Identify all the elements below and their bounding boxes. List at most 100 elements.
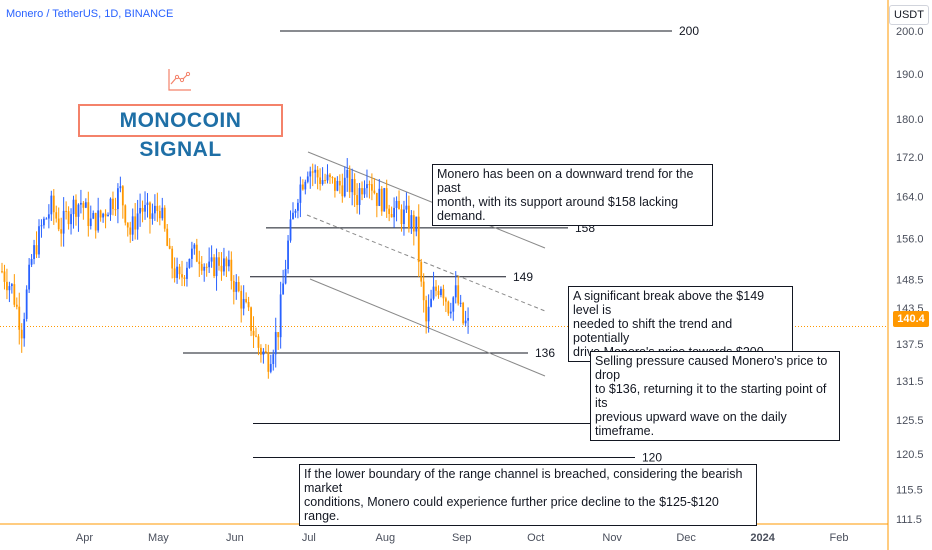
x-tick-label: Sep — [452, 532, 472, 544]
level-label-136: 136 — [535, 346, 555, 360]
candle-body — [459, 302, 462, 304]
candle-body — [75, 199, 77, 217]
candle-body — [188, 258, 191, 268]
y-tick-label: 200.0 — [896, 26, 924, 38]
candle-body — [292, 212, 294, 220]
candle-body — [245, 298, 248, 303]
candle-body — [321, 180, 324, 184]
candle-body — [223, 258, 225, 272]
candle-body — [457, 285, 460, 304]
candle-body — [119, 186, 122, 189]
candle-body — [30, 258, 33, 265]
candle-body — [15, 304, 18, 307]
y-tick-label: 111.5 — [896, 514, 922, 526]
candle-body — [309, 171, 312, 177]
candle-body — [163, 207, 166, 229]
y-tick-label: 172.0 — [896, 152, 924, 164]
candle-body — [304, 181, 307, 190]
candle-body — [230, 259, 233, 281]
candle-body — [124, 205, 127, 223]
candle-body — [57, 218, 60, 230]
candle-body — [65, 210, 68, 212]
candle-body — [440, 288, 442, 296]
candle-body — [425, 300, 428, 322]
candle-body — [13, 284, 16, 305]
candle-body — [422, 281, 425, 301]
level-label-149: 149 — [513, 270, 533, 284]
x-tick-label: Nov — [602, 532, 622, 544]
candle-body — [178, 266, 181, 275]
candle-body — [262, 351, 265, 355]
candle-body — [173, 268, 176, 278]
candle-body — [198, 261, 201, 265]
candle-body — [82, 202, 85, 208]
candle-body — [176, 266, 178, 278]
symbol-title: Monero / TetherUS, 1D, BINANCE — [6, 8, 174, 20]
candle-body — [89, 218, 92, 227]
candle-body — [269, 364, 272, 372]
candle-body — [62, 210, 65, 234]
candle-body — [117, 188, 119, 210]
candle-body — [87, 202, 90, 227]
candle-body — [289, 219, 292, 241]
candle-body — [412, 215, 415, 232]
candle-body — [190, 248, 193, 259]
candle-body — [67, 211, 70, 225]
candle-body — [195, 244, 198, 262]
candle-body — [452, 297, 455, 312]
candle-body — [200, 264, 203, 271]
candle-body — [6, 281, 8, 291]
candle-body — [403, 209, 405, 225]
candle-body — [149, 202, 151, 219]
candle-body — [329, 174, 331, 178]
candle-body — [417, 216, 420, 263]
candle-body — [454, 285, 457, 298]
candle-body — [316, 169, 319, 178]
candle-body — [213, 257, 215, 277]
x-tick-label: Jul — [302, 532, 316, 544]
candle-body — [405, 205, 408, 210]
candle-body — [40, 225, 43, 227]
candle-body — [72, 199, 75, 215]
candle-body — [235, 282, 238, 292]
candle-body — [158, 210, 161, 219]
candle-body — [55, 212, 58, 219]
candle-body — [274, 332, 277, 355]
candle-body — [348, 169, 351, 193]
candle-body — [435, 286, 437, 291]
candle-body — [193, 244, 196, 249]
candle-body — [277, 332, 280, 338]
candle-body — [294, 210, 297, 213]
candle-body — [92, 213, 95, 219]
candle-body — [449, 311, 452, 314]
candle-body — [45, 218, 48, 220]
candle-body — [121, 186, 124, 206]
candle-body — [319, 177, 322, 184]
candle-body — [10, 284, 13, 287]
candle-body — [109, 198, 112, 215]
candle-body — [324, 180, 326, 182]
candle-body — [306, 176, 309, 182]
candle-body — [215, 257, 218, 277]
candle-body — [467, 318, 469, 321]
candle-body — [380, 188, 383, 212]
candle-body — [47, 214, 50, 219]
candle-body — [264, 351, 267, 353]
candle-body — [20, 329, 23, 339]
x-tick-label: May — [148, 532, 169, 544]
y-tick-label: 164.0 — [896, 192, 924, 204]
candle-body — [388, 208, 391, 214]
candle-body — [442, 288, 445, 299]
candle-body — [338, 180, 341, 186]
candle-body — [153, 205, 156, 214]
y-tick-label: 131.5 — [896, 376, 924, 388]
candle-body — [60, 229, 63, 234]
candle-body — [356, 195, 359, 206]
candle-body — [139, 207, 141, 214]
currency-button[interactable]: USDT — [889, 5, 929, 25]
candle-body — [279, 294, 282, 338]
candle-body — [129, 227, 132, 235]
candle-body — [430, 298, 432, 307]
candle-body — [146, 202, 149, 205]
